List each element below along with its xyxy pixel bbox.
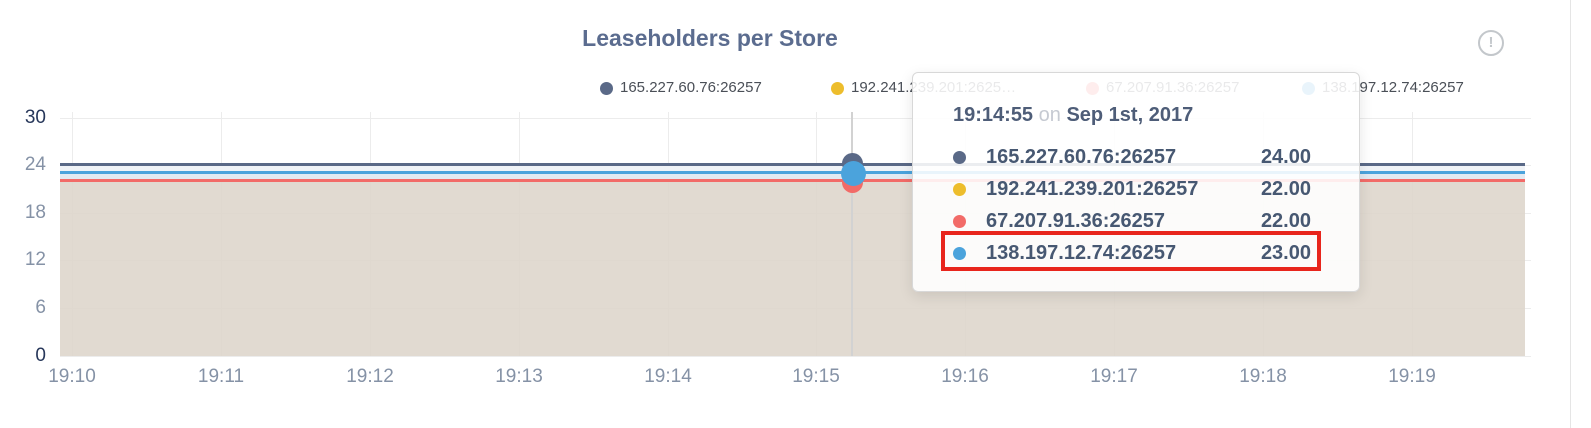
y-axis-tick: 12 [24,249,46,270]
tooltip-series-name: 138.197.12.74:26257 [986,241,1177,264]
hover-guideline [851,112,853,356]
gridline-horizontal [60,118,1531,119]
x-axis-tick: 19:18 [1239,366,1287,387]
x-axis-tick: 19:17 [1090,366,1138,387]
tooltip-row-highlighted: 138.197.12.74:26257 23.00 [913,237,1359,269]
series-dot-icon [953,182,966,196]
tooltip-date: Sep 1st, 2017 [1066,104,1194,126]
tooltip-row: 67.207.91.36:26257 22.00 [913,205,1359,237]
hover-tooltip: 19:14:55 on Sep 1st, 2017 165.227.60.76:… [912,72,1360,292]
tooltip-series-name: 165.227.60.76:26257 [986,145,1177,168]
series-area-band [60,172,1525,180]
legend-label: 165.227.60.76:26257 [620,79,762,96]
tooltip-series-value: 22.00 [1260,177,1311,200]
y-axis-tick: 0 [35,345,46,366]
tooltip-series-value: 23.00 [1260,241,1311,264]
series-area-band [60,165,1525,172]
tooltip-series-name: 192.241.239.201:26257 [986,177,1199,200]
series-dot-icon [953,214,966,228]
tooltip-time: 19:14:55 [953,104,1034,126]
y-axis-tick: 30 [24,107,46,128]
highlight-annotation-box [941,231,1321,271]
tooltip-row: 192.241.239.201:26257 22.00 [913,173,1359,205]
chart-title: Leaseholders per Store [582,25,838,51]
y-axis-tick: 24 [24,154,46,175]
gridline-horizontal [60,356,1531,357]
series-dot-icon [953,246,966,260]
x-axis-tick: 19:13 [495,366,543,387]
info-icon[interactable]: ! [1478,30,1504,56]
tooltip-conjunction: on [1038,104,1061,126]
x-axis-tick: 19:16 [941,366,989,387]
y-axis-tick: 6 [35,297,46,318]
tooltip-row: 165.227.60.76:26257 24.00 [913,141,1359,173]
x-axis-tick: 19:14 [644,366,692,387]
x-axis-tick: 19:15 [792,366,840,387]
x-axis-tick: 19:11 [197,366,245,387]
legend-dot-icon [831,82,844,95]
hover-point-icon [841,161,866,186]
series-dot-icon [953,150,966,164]
legend-dot-icon [600,82,613,95]
tooltip-series-name: 67.207.91.36:26257 [986,209,1166,232]
series-line-165-227-60-76 [60,163,1525,166]
series-line-67-207-91-36 [60,179,1525,182]
y-axis-tick: 18 [24,202,46,223]
x-axis-tick: 19:10 [48,366,96,387]
series-line-138-197-12-74 [60,171,1525,174]
tooltip-header: 19:14:55 on Sep 1st, 2017 [953,104,1193,127]
x-axis-tick: 19:19 [1388,366,1436,387]
panel-divider [1570,0,1571,428]
tooltip-series-value: 24.00 [1260,145,1311,168]
tooltip-series-value: 22.00 [1260,209,1311,232]
x-axis-tick: 19:12 [346,366,394,387]
